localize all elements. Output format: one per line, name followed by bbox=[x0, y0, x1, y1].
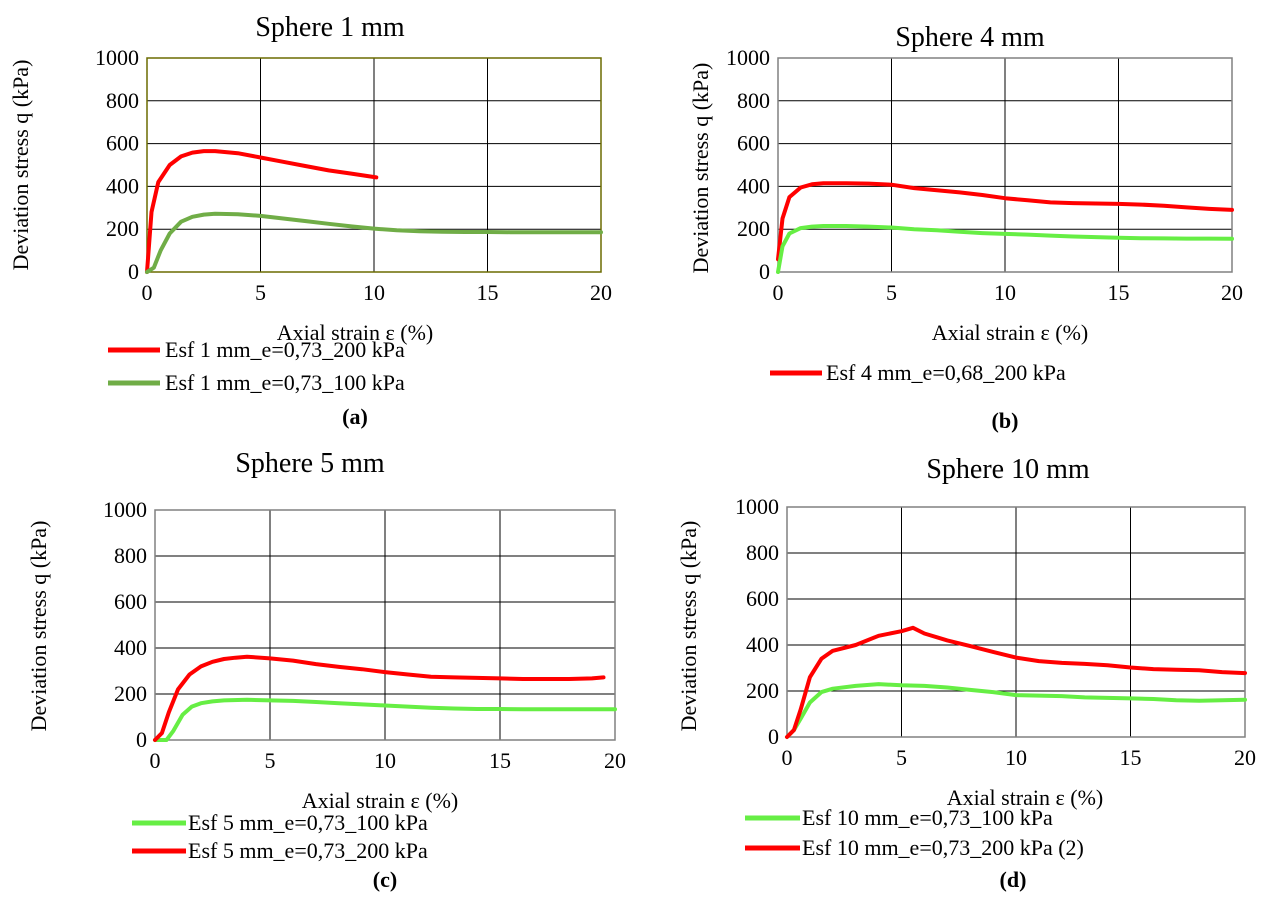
y-tick-label: 1000 bbox=[95, 45, 139, 70]
x-tick-label: 0 bbox=[782, 745, 793, 770]
series-line bbox=[145, 149, 379, 274]
y-tick-label: 200 bbox=[114, 681, 147, 706]
x-tick-label: 10 bbox=[1005, 745, 1027, 770]
series-line bbox=[785, 625, 1247, 739]
y-tick-label: 1000 bbox=[735, 494, 779, 519]
x-tick-label: 0 bbox=[150, 748, 161, 773]
x-tick-label: 15 bbox=[489, 748, 511, 773]
chart-panel-3: 0 200 400 600 800 1000 0 5 10 15 20 Sphere 5 mm Axia… bbox=[26, 448, 626, 892]
x-tick-label: 5 bbox=[265, 748, 276, 773]
series-line bbox=[145, 211, 603, 274]
y-axis-label: Deviation stress q (kPa) bbox=[8, 60, 33, 271]
y-axis-label: Deviation stress q (kPa) bbox=[26, 521, 51, 732]
legend-label: Esf 10 mm_e=0,73_200 kPa (2) bbox=[802, 835, 1084, 860]
plot-frame bbox=[786, 506, 1246, 738]
x-axis-label: Axial strain ε (%) bbox=[947, 785, 1103, 810]
chart-panel-4: 0 200 400 600 800 1000 0 5 10 15 20 Sphere 10 mm Axi… bbox=[676, 454, 1256, 892]
y-tick-label: 600 bbox=[737, 131, 770, 156]
panel-label: (a) bbox=[342, 404, 368, 429]
chart-title: Sphere 5 mm bbox=[235, 448, 385, 479]
x-tick-label: 5 bbox=[896, 745, 907, 770]
y-tick-label: 400 bbox=[106, 173, 139, 198]
legend-label: Esf 5 mm_e=0,73_200 kPa bbox=[188, 838, 428, 863]
x-tick-label: 20 bbox=[1221, 280, 1243, 305]
y-tick-label: 400 bbox=[114, 635, 147, 660]
y-tick-label: 800 bbox=[737, 88, 770, 113]
y-tick-label: 0 bbox=[768, 724, 779, 749]
y-tick-label: 1000 bbox=[103, 497, 147, 522]
plot-frame bbox=[777, 57, 1233, 273]
panel-label: (d) bbox=[1000, 867, 1027, 892]
panel-label: (b) bbox=[992, 408, 1019, 433]
legend-label: Esf 5 mm_e=0,73_100 kPa bbox=[188, 810, 428, 835]
chart-title: Sphere 10 mm bbox=[926, 454, 1090, 485]
x-tick-label: 20 bbox=[590, 280, 612, 305]
x-tick-label: 5 bbox=[886, 280, 897, 305]
series-line bbox=[153, 697, 617, 742]
chart-panel-2: 0 200 400 600 800 1000 0 5 10 15 20 Sphere 4 mm Axia… bbox=[688, 22, 1243, 433]
series-line bbox=[153, 654, 606, 742]
y-tick-label: 800 bbox=[106, 88, 139, 113]
y-tick-label: 600 bbox=[114, 589, 147, 614]
x-axis-label: Axial strain ε (%) bbox=[302, 788, 458, 813]
y-tick-label: 400 bbox=[746, 632, 779, 657]
x-tick-label: 5 bbox=[255, 280, 266, 305]
x-tick-label: 10 bbox=[374, 748, 396, 773]
y-tick-label: 600 bbox=[746, 586, 779, 611]
y-tick-label: 800 bbox=[114, 543, 147, 568]
y-axis-label: Deviation stress q (kPa) bbox=[688, 63, 713, 274]
series-line bbox=[785, 682, 1247, 739]
x-tick-label: 0 bbox=[142, 280, 153, 305]
x-tick-label: 15 bbox=[477, 280, 499, 305]
x-axis-label: Axial strain ε (%) bbox=[932, 320, 1088, 345]
series-line bbox=[776, 224, 1234, 274]
chart-panel-1: 0 200 400 600 800 1000 0 5 10 15 20 Sphere 1 mm Axia… bbox=[8, 12, 612, 429]
y-tick-label: 0 bbox=[128, 259, 139, 284]
y-tick-label: 800 bbox=[746, 540, 779, 565]
x-tick-label: 15 bbox=[1120, 745, 1142, 770]
x-tick-label: 20 bbox=[1234, 745, 1256, 770]
legend-label: Esf 4 mm_e=0,68_200 kPa bbox=[826, 360, 1066, 385]
y-tick-label: 200 bbox=[737, 216, 770, 241]
legend-label: Esf 10 mm_e=0,73_100 kPa bbox=[802, 805, 1053, 830]
x-tick-label: 10 bbox=[363, 280, 385, 305]
legend-label: Esf 1 mm_e=0,73_100 kPa bbox=[165, 370, 405, 395]
x-tick-label: 10 bbox=[994, 280, 1016, 305]
panel-label: (c) bbox=[373, 867, 397, 892]
y-tick-label: 200 bbox=[746, 678, 779, 703]
y-tick-label: 400 bbox=[737, 173, 770, 198]
y-axis-label: Deviation stress q (kPa) bbox=[676, 521, 701, 732]
x-tick-label: 15 bbox=[1108, 280, 1130, 305]
y-tick-label: 600 bbox=[106, 131, 139, 156]
y-tick-label: 200 bbox=[106, 216, 139, 241]
chart-title: Sphere 1 mm bbox=[255, 12, 405, 43]
series-line bbox=[776, 181, 1234, 262]
x-tick-label: 0 bbox=[773, 280, 784, 305]
y-tick-label: 0 bbox=[136, 727, 147, 752]
legend-label: Esf 1 mm_e=0,73_200 kPa bbox=[165, 337, 405, 362]
plot-frame bbox=[146, 57, 602, 273]
chart-title: Sphere 4 mm bbox=[895, 22, 1045, 53]
x-axis-label: Axial strain ε (%) bbox=[277, 320, 433, 345]
x-tick-label: 20 bbox=[604, 748, 626, 773]
plot-frame bbox=[154, 509, 616, 741]
y-tick-label: 1000 bbox=[726, 45, 770, 70]
y-tick-label: 0 bbox=[759, 259, 770, 284]
